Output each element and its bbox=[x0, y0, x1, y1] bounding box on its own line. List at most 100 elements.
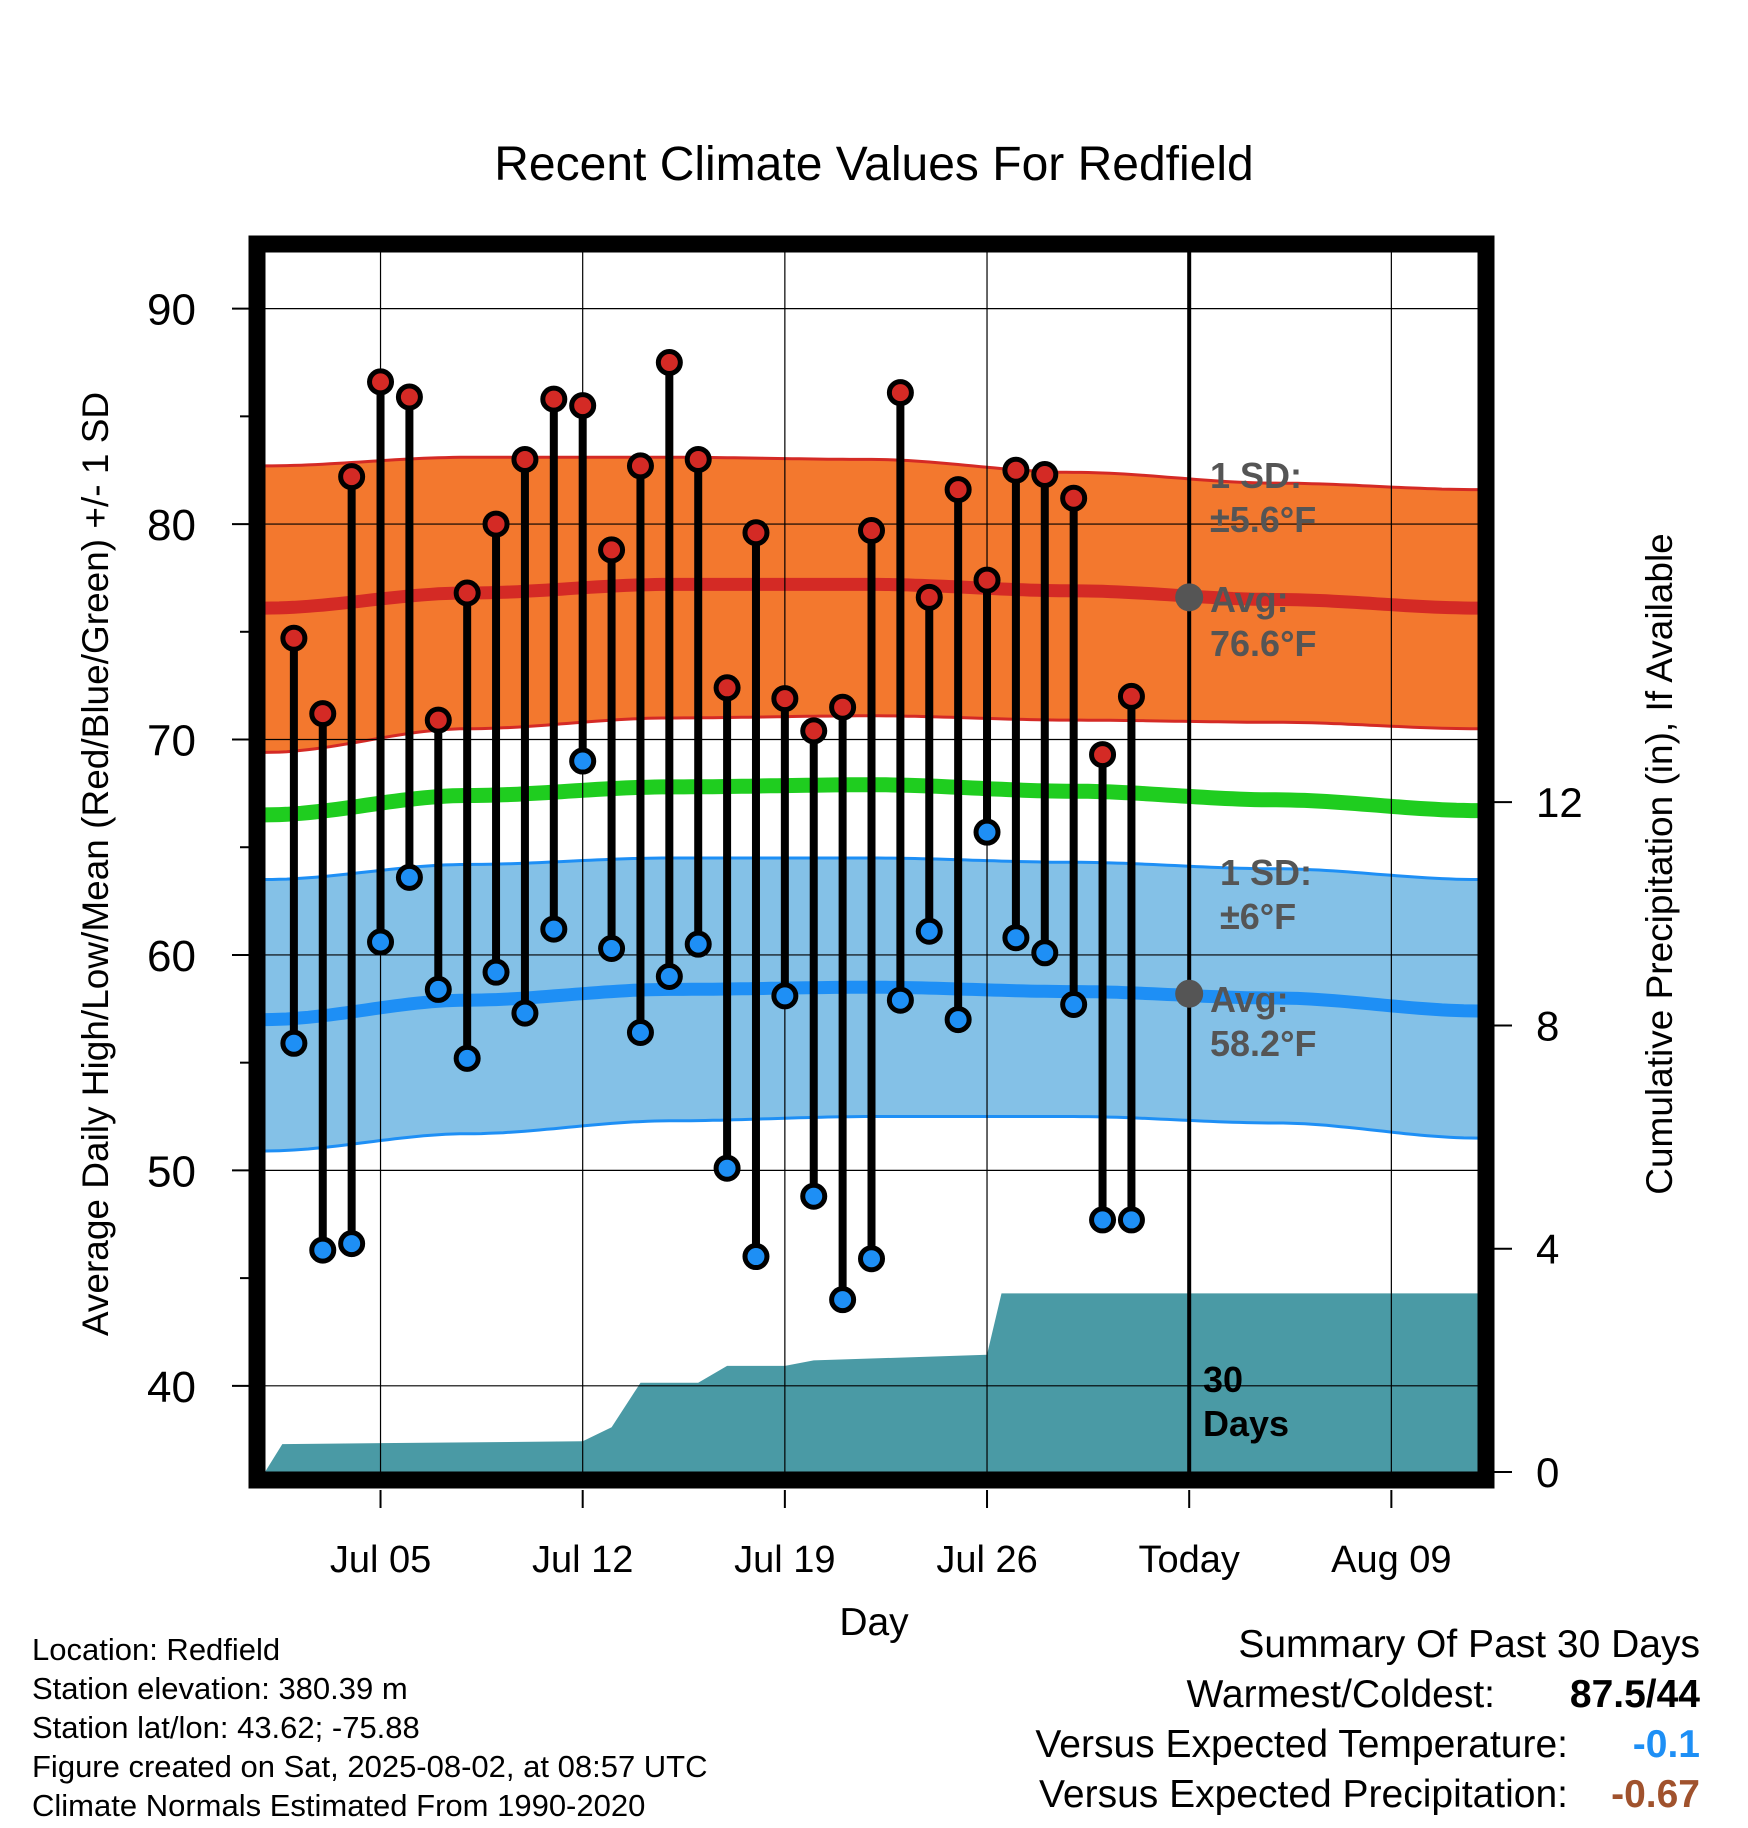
obs-high-point bbox=[1089, 741, 1117, 769]
normals-text: Climate Normals Estimated From 1990-2020 bbox=[32, 1788, 646, 1823]
obs-high-point bbox=[1060, 484, 1088, 512]
obs-high-point bbox=[511, 445, 539, 473]
obs-low-point bbox=[944, 1006, 972, 1034]
obs-low-point bbox=[598, 934, 626, 962]
obs-high-point bbox=[973, 566, 1001, 594]
obs-high-point bbox=[829, 693, 857, 721]
warmest-row: Warmest/Coldest: 87.5/44 bbox=[940, 1670, 1700, 1720]
elevation-text: Station elevation: 380.39 m bbox=[32, 1671, 408, 1706]
obs-high-point bbox=[684, 445, 712, 473]
today-avg-marker bbox=[1175, 979, 1204, 1008]
chart-title: Recent Climate Values For Redfield bbox=[494, 138, 1253, 191]
location-text: Location: Redfield bbox=[32, 1632, 281, 1667]
obs-low-point bbox=[569, 747, 597, 775]
x-tick-label: Jul 12 bbox=[532, 1539, 633, 1581]
obs-low-point bbox=[540, 915, 568, 943]
obs-high-point bbox=[367, 368, 395, 396]
precip-row: Versus Expected Precipitation: -0.67 bbox=[940, 1770, 1700, 1820]
obs-low-point bbox=[453, 1044, 481, 1072]
plot-frame bbox=[248, 235, 1495, 1489]
summary-title: Summary Of Past 30 Days bbox=[1238, 1623, 1700, 1666]
obs-high-point bbox=[1002, 456, 1030, 484]
obs-high-point bbox=[482, 510, 510, 538]
warmest-value: 87.5/44 bbox=[1569, 1673, 1700, 1716]
y-tick-label: 80 bbox=[147, 501, 196, 550]
obs-low-point bbox=[742, 1243, 770, 1271]
obs-low-point bbox=[684, 930, 712, 958]
obs-low-point bbox=[915, 917, 943, 945]
obs-low-point bbox=[829, 1286, 857, 1314]
annotation-line1: 1 SD: bbox=[1210, 455, 1302, 496]
obs-low-point bbox=[713, 1154, 741, 1182]
obs-high-point bbox=[800, 717, 828, 745]
obs-low-point bbox=[482, 958, 510, 986]
warmest-label: Warmest/Coldest: bbox=[1186, 1673, 1495, 1716]
annotation-line2: ±5.6°F bbox=[1210, 499, 1316, 540]
temp-label: Versus Expected Temperature: bbox=[1035, 1723, 1568, 1766]
annotation-line1: 30 bbox=[1203, 1359, 1243, 1400]
obs-high-point bbox=[280, 624, 308, 652]
obs-high-point bbox=[655, 348, 683, 376]
temp-value: -0.1 bbox=[1632, 1723, 1700, 1766]
obs-low-point bbox=[1117, 1206, 1145, 1234]
obs-high-point bbox=[944, 476, 972, 504]
obs-low-point bbox=[858, 1245, 885, 1273]
x-tick-label: Jul 26 bbox=[936, 1539, 1037, 1581]
obs-high-point bbox=[338, 463, 366, 491]
y2-tick-label: 0 bbox=[1536, 1449, 1559, 1496]
obs-high-point bbox=[858, 517, 885, 545]
normal-high-upper-line bbox=[265, 455, 1478, 492]
annotation-line1: 1 SD: bbox=[1220, 852, 1312, 893]
obs-low-point bbox=[367, 928, 395, 956]
today-avg-marker bbox=[1175, 583, 1204, 612]
precip-value: -0.67 bbox=[1611, 1773, 1700, 1816]
y-tick-label: 70 bbox=[147, 717, 196, 766]
obs-high-point bbox=[771, 685, 799, 713]
obs-low-point bbox=[511, 999, 539, 1027]
annotation-line1: Avg: bbox=[1210, 979, 1289, 1020]
obs-high-point bbox=[395, 383, 423, 411]
obs-low-point bbox=[280, 1029, 308, 1057]
obs-high-point bbox=[569, 392, 597, 420]
obs-low-point bbox=[655, 962, 683, 990]
obs-low-point bbox=[886, 986, 914, 1014]
obs-high-point bbox=[598, 536, 626, 564]
annotation-line2: ±6°F bbox=[1220, 896, 1296, 937]
x-tick-label: Jul 19 bbox=[734, 1539, 835, 1581]
y-axis-label: Average Daily High/Low/Mean (Red/Blue/Gr… bbox=[75, 392, 116, 1336]
obs-low-point bbox=[626, 1019, 654, 1047]
y-tick-label: 90 bbox=[147, 286, 196, 335]
obs-low-point bbox=[800, 1182, 828, 1210]
y2-tick-label: 8 bbox=[1536, 1002, 1559, 1049]
obs-low-point bbox=[395, 863, 423, 891]
obs-high-point bbox=[540, 385, 568, 413]
annotation-line1: Avg: bbox=[1210, 579, 1289, 620]
precipitation-area bbox=[265, 1293, 1478, 1472]
x-tick-label: Jul 05 bbox=[330, 1539, 431, 1581]
obs-low-point bbox=[973, 818, 1001, 846]
obs-high-point bbox=[626, 452, 654, 480]
x-axis-label: Day bbox=[839, 1601, 909, 1644]
station-info: Location: Redfield Station elevation: 38… bbox=[32, 1630, 708, 1825]
obs-high-point bbox=[886, 379, 914, 407]
y-tick-label: 40 bbox=[147, 1363, 196, 1412]
obs-low-point bbox=[424, 975, 452, 1003]
x-tick-label: Aug 09 bbox=[1331, 1539, 1451, 1581]
temp-row: Versus Expected Temperature: -0.1 bbox=[940, 1720, 1700, 1770]
latlon-text: Station lat/lon: 43.62; -75.88 bbox=[32, 1710, 420, 1745]
obs-low-point bbox=[338, 1230, 366, 1258]
annotation-line2: 58.2°F bbox=[1210, 1023, 1316, 1064]
obs-high-point bbox=[1117, 682, 1145, 710]
y-tick-label: 50 bbox=[147, 1147, 196, 1196]
obs-low-point bbox=[771, 982, 799, 1010]
plot-area bbox=[265, 244, 1478, 1472]
y-tick-label: 60 bbox=[147, 932, 196, 981]
obs-low-point bbox=[1060, 990, 1088, 1018]
y2-tick-label: 12 bbox=[1536, 779, 1583, 826]
y2-tick-label: 4 bbox=[1536, 1226, 1559, 1273]
obs-high-point bbox=[424, 706, 452, 734]
obs-high-point bbox=[742, 519, 770, 547]
annotation-line2: Days bbox=[1203, 1403, 1289, 1444]
